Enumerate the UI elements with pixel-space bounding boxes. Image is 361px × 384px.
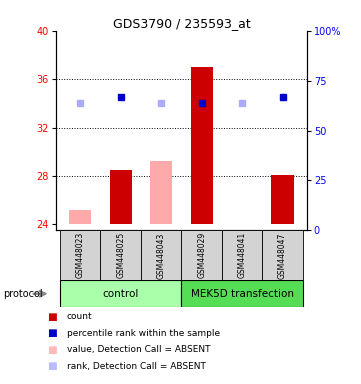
Text: rank, Detection Call = ABSENT: rank, Detection Call = ABSENT xyxy=(67,362,206,371)
Text: protocol: protocol xyxy=(4,289,43,299)
Bar xyxy=(222,230,262,280)
Text: GSM448047: GSM448047 xyxy=(278,232,287,278)
Text: ■: ■ xyxy=(47,361,57,371)
Text: count: count xyxy=(67,312,92,321)
Bar xyxy=(191,67,213,224)
Text: MEK5D transfection: MEK5D transfection xyxy=(191,289,293,299)
Text: percentile rank within the sample: percentile rank within the sample xyxy=(67,329,220,338)
Bar xyxy=(182,280,303,307)
Bar xyxy=(141,230,182,280)
Bar xyxy=(60,230,100,280)
Text: GSM448041: GSM448041 xyxy=(238,232,247,278)
Bar xyxy=(182,230,222,280)
Bar xyxy=(100,230,141,280)
Text: GSM448043: GSM448043 xyxy=(157,232,166,278)
Text: ■: ■ xyxy=(47,312,57,322)
Text: GSM448025: GSM448025 xyxy=(116,232,125,278)
Text: GSM448029: GSM448029 xyxy=(197,232,206,278)
Text: control: control xyxy=(103,289,139,299)
Bar xyxy=(150,161,172,224)
Bar xyxy=(271,175,294,224)
Text: ■: ■ xyxy=(47,345,57,355)
Text: ■: ■ xyxy=(47,328,57,338)
Bar xyxy=(110,170,132,224)
Bar xyxy=(69,210,91,224)
Text: value, Detection Call = ABSENT: value, Detection Call = ABSENT xyxy=(67,345,210,354)
Title: GDS3790 / 235593_at: GDS3790 / 235593_at xyxy=(113,17,250,30)
Text: GSM448023: GSM448023 xyxy=(76,232,85,278)
Bar xyxy=(262,230,303,280)
Bar xyxy=(60,280,182,307)
